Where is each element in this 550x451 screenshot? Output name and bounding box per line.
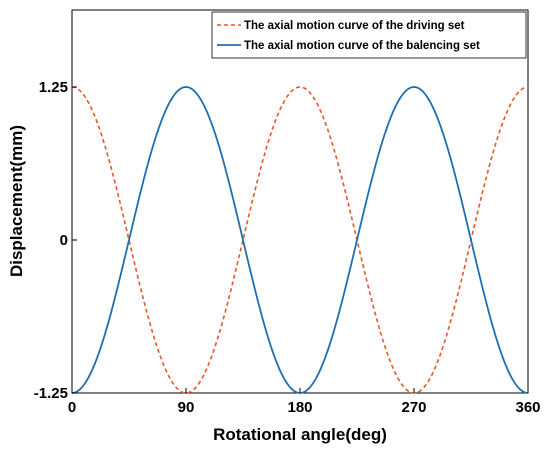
y-axis-ticks: -1.25 0 1.25 (34, 79, 77, 402)
x-tick-label: 360 (515, 399, 540, 416)
legend-label-balencing: The axial motion curve of the balencing … (244, 40, 480, 52)
x-tick-label: 180 (287, 399, 312, 416)
x-tick-label: 0 (68, 399, 76, 416)
legend: The axial motion curve of the driving se… (211, 11, 527, 59)
x-tick-label: 90 (178, 399, 195, 416)
plot-area (71, 9, 529, 394)
y-tick-label: 1.25 (39, 79, 68, 96)
series-layer (71, 86, 529, 394)
x-axis-label: Rotational angle(deg) (213, 425, 387, 444)
series-line-0 (71, 86, 529, 394)
series-line-1 (71, 86, 529, 394)
y-tick-label: 0 (60, 232, 68, 249)
legend-label-driving: The axial motion curve of the driving se… (244, 20, 465, 32)
legend-box (211, 11, 527, 59)
x-tick-label: 270 (401, 399, 426, 416)
y-axis-label: Displacement(mm) (7, 125, 26, 277)
y-tick-label: -1.25 (34, 385, 68, 402)
x-axis-ticks: 0 90 180 270 360 (68, 388, 541, 416)
